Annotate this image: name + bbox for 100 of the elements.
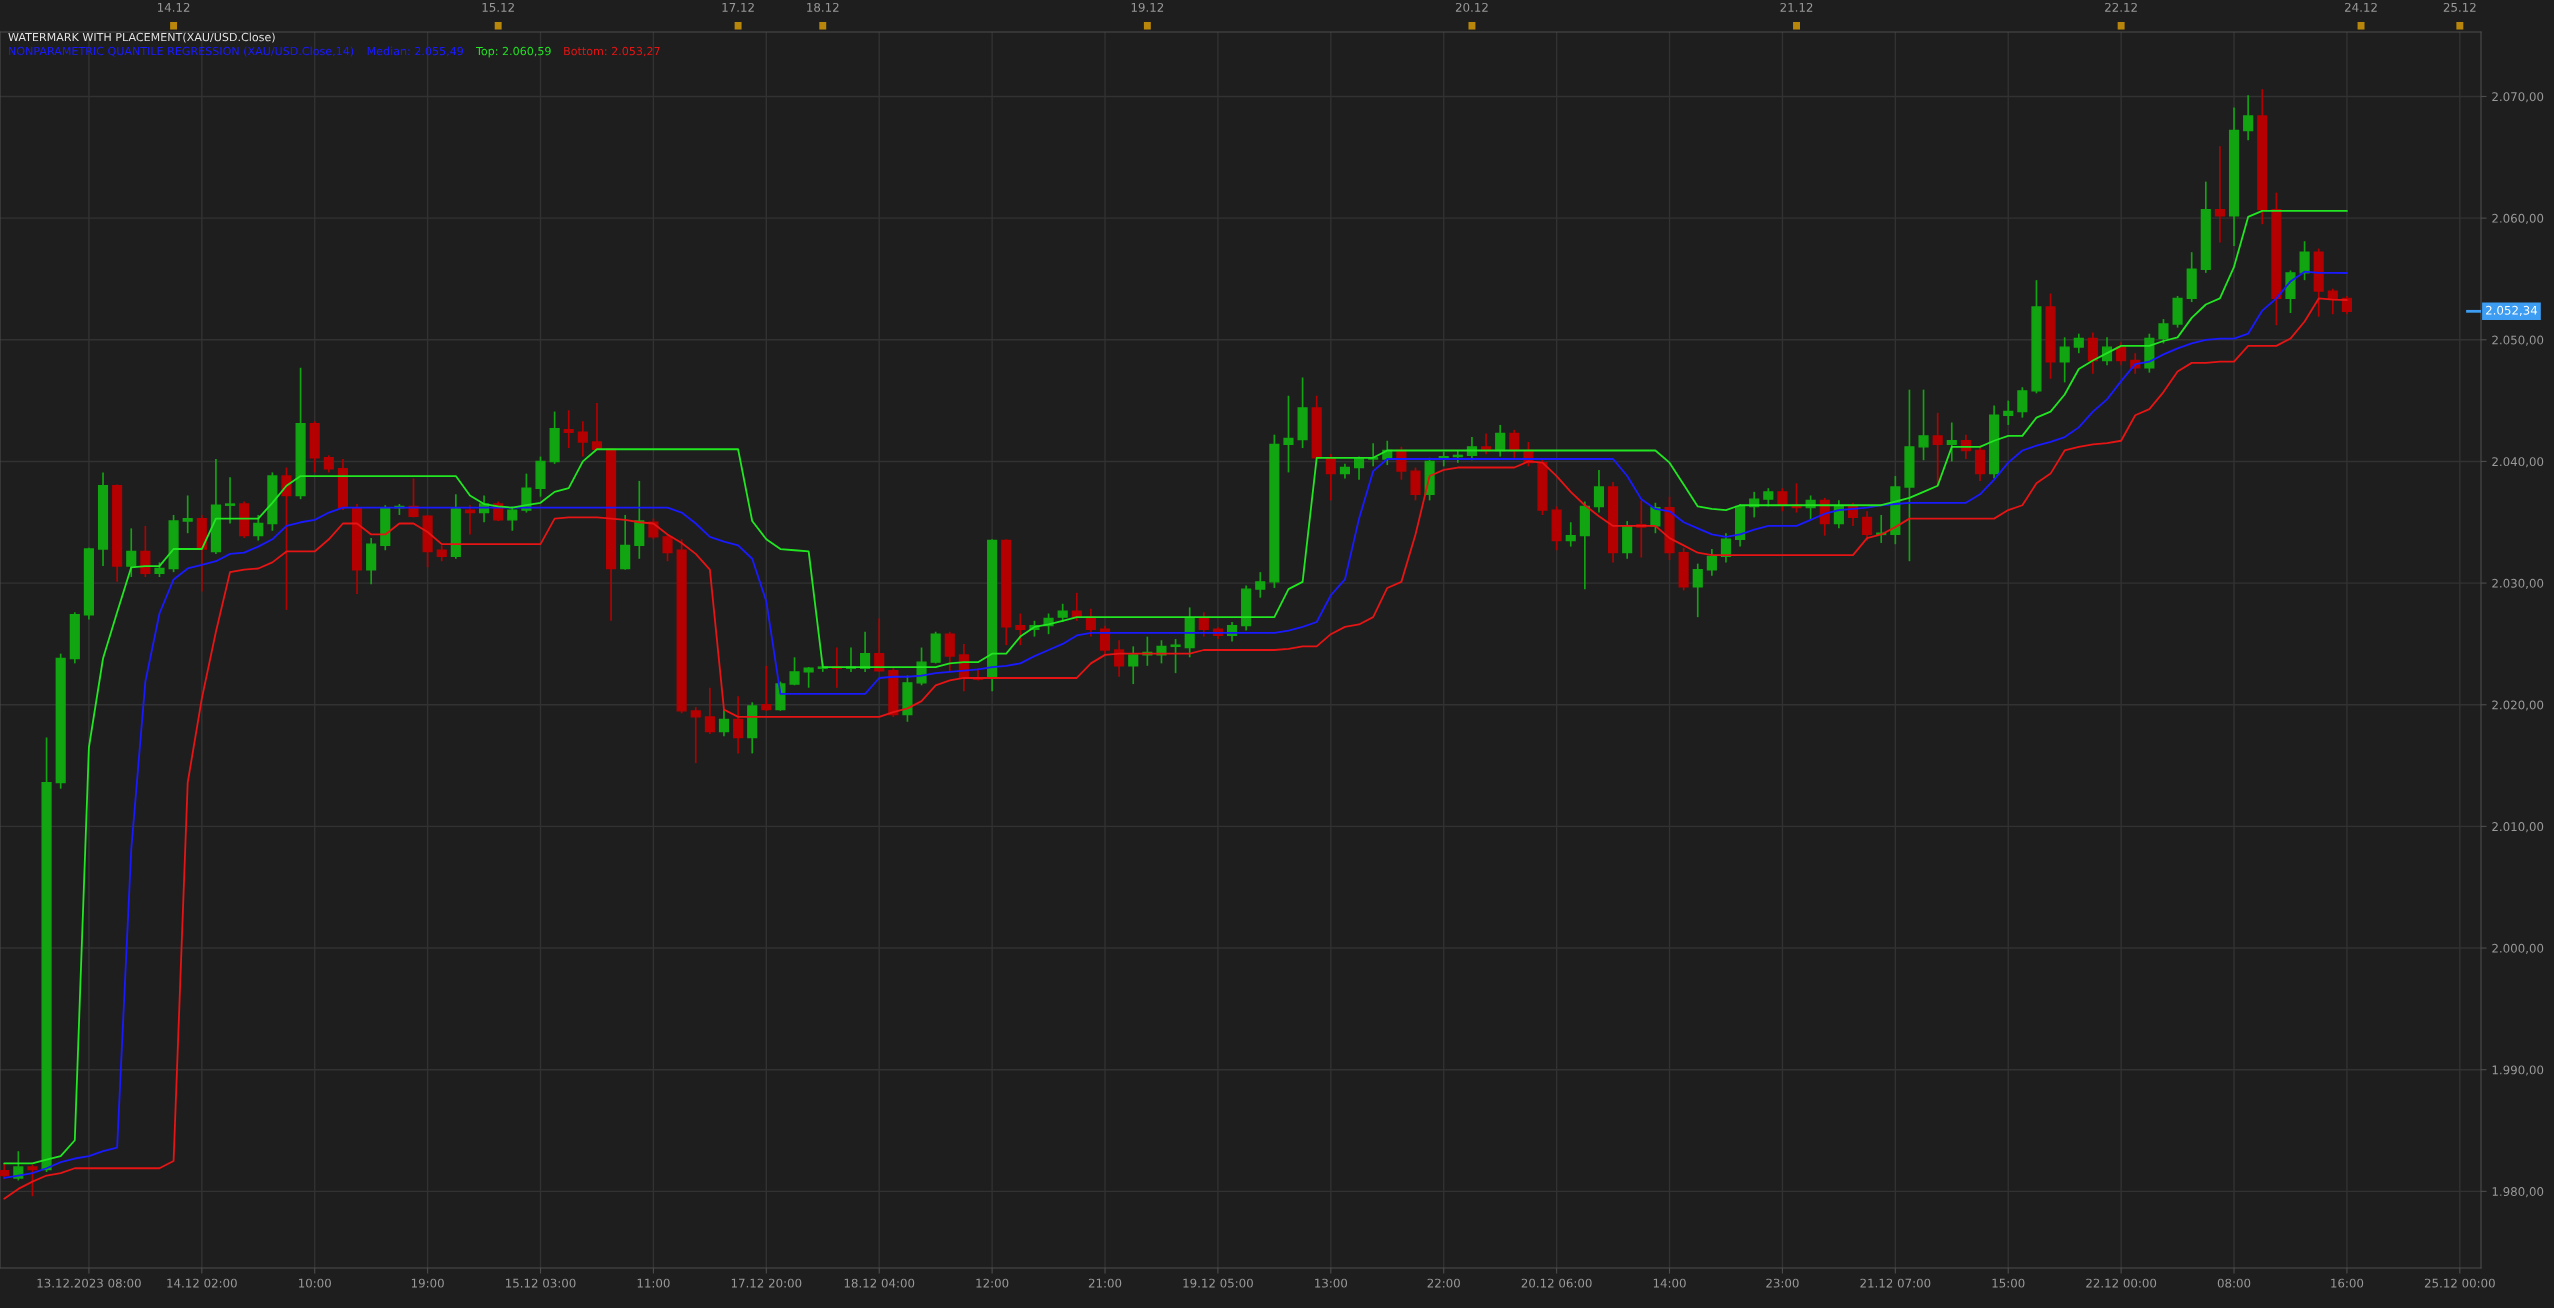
candlestick: [704, 686, 715, 735]
candlestick: [563, 409, 574, 449]
candlestick: [1410, 466, 1421, 502]
candlestick: [1015, 612, 1026, 646]
candlestick: [1114, 639, 1125, 678]
x-tick-label: 23:00: [1766, 1278, 1799, 1288]
text: NONPARAMETRIC QUANTILE REGRESSION (XAU/USD.Close,14): [9, 46, 354, 57]
candlestick: [2059, 336, 2070, 384]
candlestick: [1862, 510, 1873, 542]
candlestick: [224, 476, 236, 525]
candlestick: [281, 466, 292, 611]
text: Top: 2.060,59: [475, 46, 551, 58]
candlestick: [253, 514, 264, 542]
x-tick-label: 22.12 00:00: [2086, 1278, 2157, 1288]
text: 17.12: [722, 2, 754, 12]
x-tick-label: 17.12 20:00: [731, 1278, 802, 1288]
candlestick: [2087, 331, 2098, 375]
candlestick: [944, 630, 955, 673]
y-tick-label: 1.980,00: [2492, 1187, 2544, 1198]
candlestick: [2243, 94, 2254, 142]
candlestick: [591, 402, 603, 452]
candlestick: [1128, 645, 1139, 685]
y-tick-label: 2.040,00: [2492, 457, 2544, 468]
x-tick-label: 25.12 00:00: [2424, 1278, 2495, 1288]
x-tick-label: 15.12 03:00: [506, 1278, 576, 1288]
candlestick: [2073, 332, 2084, 355]
candlestick: [733, 695, 744, 755]
candlestick: [1946, 421, 1957, 463]
x-tick-label: 10:00: [299, 1278, 331, 1288]
candlestick: [1565, 521, 1576, 548]
text: Bottom: 2.053,27: [564, 46, 660, 57]
candlestick: [507, 505, 518, 532]
y-tick-label: 2.030,00: [2492, 578, 2544, 589]
candlestick: [2341, 295, 2352, 316]
y-tick-label: 2.050,00: [2492, 335, 2544, 346]
y-tick-label: 2.070,00: [2492, 92, 2544, 103]
x-tick-label: 08:00: [2217, 1278, 2251, 1288]
candlestick: [182, 494, 193, 535]
x-tick-label: 13.12.2023 08:00: [37, 1278, 141, 1288]
x-tick-label: 14.12 02:00: [167, 1278, 237, 1288]
y-tick-label: 1.990,00: [2492, 1065, 2544, 1076]
text: 18.12: [807, 2, 839, 12]
text: 21.12: [1780, 2, 1813, 12]
y-tick-label: 2.000,00: [2492, 943, 2544, 954]
candlestick: [1283, 394, 1294, 474]
candlestick: [789, 656, 800, 687]
candlestick: [1692, 562, 1703, 618]
text: 25.12: [2443, 2, 2476, 12]
candlestick: [662, 533, 673, 563]
candlestick: [126, 527, 137, 578]
candlestick: [1495, 424, 1506, 458]
candlestick: [2158, 318, 2169, 345]
text: 20.12: [1455, 2, 1488, 12]
candlestick: [1198, 611, 1209, 638]
x-tick-label: 21.12 07:00: [1860, 1278, 1931, 1288]
x-tick-label: 12:00: [976, 1278, 1009, 1288]
candlestick: [1593, 469, 1605, 514]
candlestick: [1099, 624, 1111, 656]
x-tick-label: 13:00: [1315, 1278, 1348, 1288]
x-tick-label: 11:00: [637, 1278, 670, 1288]
candlestick: [1932, 411, 1943, 487]
text: Median: 2.055,49: [367, 46, 464, 57]
candlestick: [761, 664, 772, 712]
chart-title: WATERMARK WITH PLACEMENT(XAU/USD.Close): [8, 32, 275, 43]
candlestick: [1918, 388, 1929, 462]
candlestick: [464, 504, 476, 536]
text: 22.12: [2105, 2, 2137, 12]
candlestick: [2327, 287, 2338, 316]
candlestick: [2299, 240, 2310, 282]
x-tick-label: 14:00: [1653, 1278, 1686, 1288]
candlestick: [718, 708, 730, 738]
candlestick: [2116, 341, 2127, 367]
y-tick-label: 2.060,00: [2492, 213, 2544, 224]
candlestick: [140, 525, 151, 578]
candlestick: [2017, 386, 2028, 419]
candlestick: [1509, 428, 1520, 459]
x-tick-label: 20.12 06:00: [1521, 1278, 1592, 1288]
candlestick: [620, 514, 631, 571]
x-tick-label: 19:00: [411, 1278, 444, 1288]
y-tick-label: 2.020,00: [2492, 700, 2544, 711]
candlestick: [803, 666, 814, 689]
candlestick: [1255, 571, 1266, 599]
ref-line-label: 2.052,34: [2486, 305, 2538, 316]
text: 14.12: [157, 2, 190, 12]
candlestick: [577, 420, 588, 458]
x-tick-label: 15:00: [1992, 1278, 2025, 1288]
x-tick-label: 22:00: [1427, 1278, 1460, 1288]
candlestick: [27, 1163, 38, 1198]
x-tick-label: 19.12 05:00: [1183, 1278, 1253, 1288]
x-tick-label: 18.12 04:00: [844, 1278, 915, 1288]
text: 19.12: [1131, 2, 1164, 12]
candlestick: [1170, 638, 1181, 674]
y-tick-label: 2.010,00: [2492, 822, 2544, 833]
candlestick: [1706, 548, 1717, 577]
text: 15.12: [482, 2, 514, 12]
candlestick: [2214, 145, 2225, 244]
text: 24.12: [2345, 2, 2377, 12]
x-tick-label: 16:00: [2331, 1278, 2364, 1288]
x-tick-label: 21:00: [1088, 1278, 1122, 1288]
candlestick: [690, 706, 701, 764]
